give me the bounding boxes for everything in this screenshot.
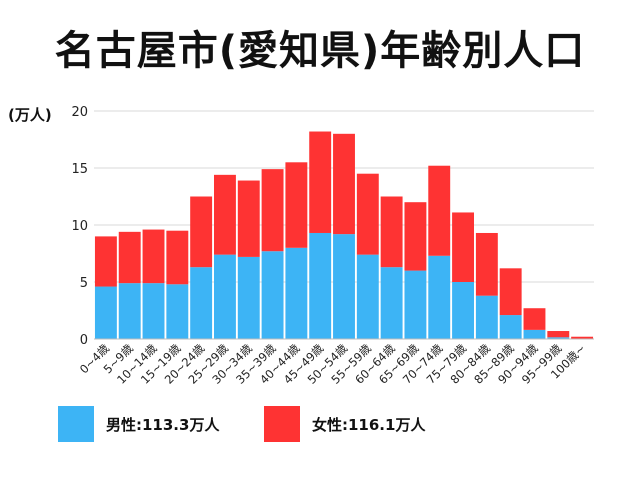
bar-segment-female — [523, 308, 546, 330]
bar-segment-female — [452, 212, 474, 282]
bar-segment-male — [452, 282, 474, 339]
bar-segment-female — [166, 230, 189, 285]
bar-segment-male — [475, 295, 498, 339]
chart-title: 名古屋市(愛知県)年齢別人口 — [54, 28, 586, 74]
bar-segment-female — [214, 174, 236, 255]
bar-segment-male — [285, 247, 308, 339]
legend-item-male: 男性:113.3万人 — [58, 406, 219, 442]
bar-segment-female — [285, 162, 308, 248]
bar-segment-male — [523, 329, 546, 339]
bar-segment-male — [380, 267, 403, 339]
y-tick-label: 5 — [80, 276, 88, 291]
bar-segment-female — [428, 165, 451, 256]
y-axis-unit-label: (万人) — [8, 106, 52, 124]
bar-segment-female — [571, 336, 594, 339]
bar-segment-female — [333, 133, 355, 235]
y-tick-label: 20 — [71, 105, 88, 120]
bar-segment-female — [190, 196, 213, 268]
bar-segment-female — [380, 196, 403, 268]
bar-segment-male — [94, 286, 117, 339]
bar-segment-male — [214, 254, 236, 339]
bar-segment-female — [94, 236, 117, 287]
legend-swatch-male — [58, 406, 94, 442]
bar-segment-male — [428, 255, 451, 339]
bar-segment-male — [142, 283, 165, 339]
bar-segment-male — [166, 284, 189, 339]
bar-segment-male — [547, 337, 570, 339]
legend-item-female: 女性:116.1万人 — [264, 406, 425, 442]
bar-segment-female — [404, 202, 427, 271]
bar-segment-female — [475, 232, 498, 296]
y-tick-label: 15 — [71, 162, 88, 177]
bar-segment-female — [118, 231, 141, 284]
bar-segment-male — [190, 267, 213, 339]
bar-segment-male — [333, 234, 355, 339]
bar-segment-female — [261, 169, 284, 252]
bar-segment-male — [404, 270, 427, 339]
legend-label-female: 女性:116.1万人 — [312, 415, 426, 434]
bar-segment-male — [356, 254, 379, 339]
bar-segment-female — [499, 268, 522, 316]
bar-segment-female — [237, 180, 260, 257]
bar-segment-male — [261, 251, 284, 339]
y-tick-label: 10 — [71, 219, 88, 234]
legend-swatch-female — [264, 406, 300, 442]
bar-segment-female — [309, 131, 332, 233]
y-tick-label: 0 — [80, 333, 88, 348]
bar-segment-male — [309, 232, 332, 339]
bar-segment-female — [142, 229, 165, 284]
bar-segment-female — [356, 173, 379, 255]
bar-segment-male — [118, 283, 141, 339]
bar-segment-male — [237, 256, 260, 339]
bar-segment-male — [499, 315, 522, 339]
bar-segment-female — [547, 331, 570, 338]
legend-label-male: 男性:113.3万人 — [106, 415, 220, 434]
